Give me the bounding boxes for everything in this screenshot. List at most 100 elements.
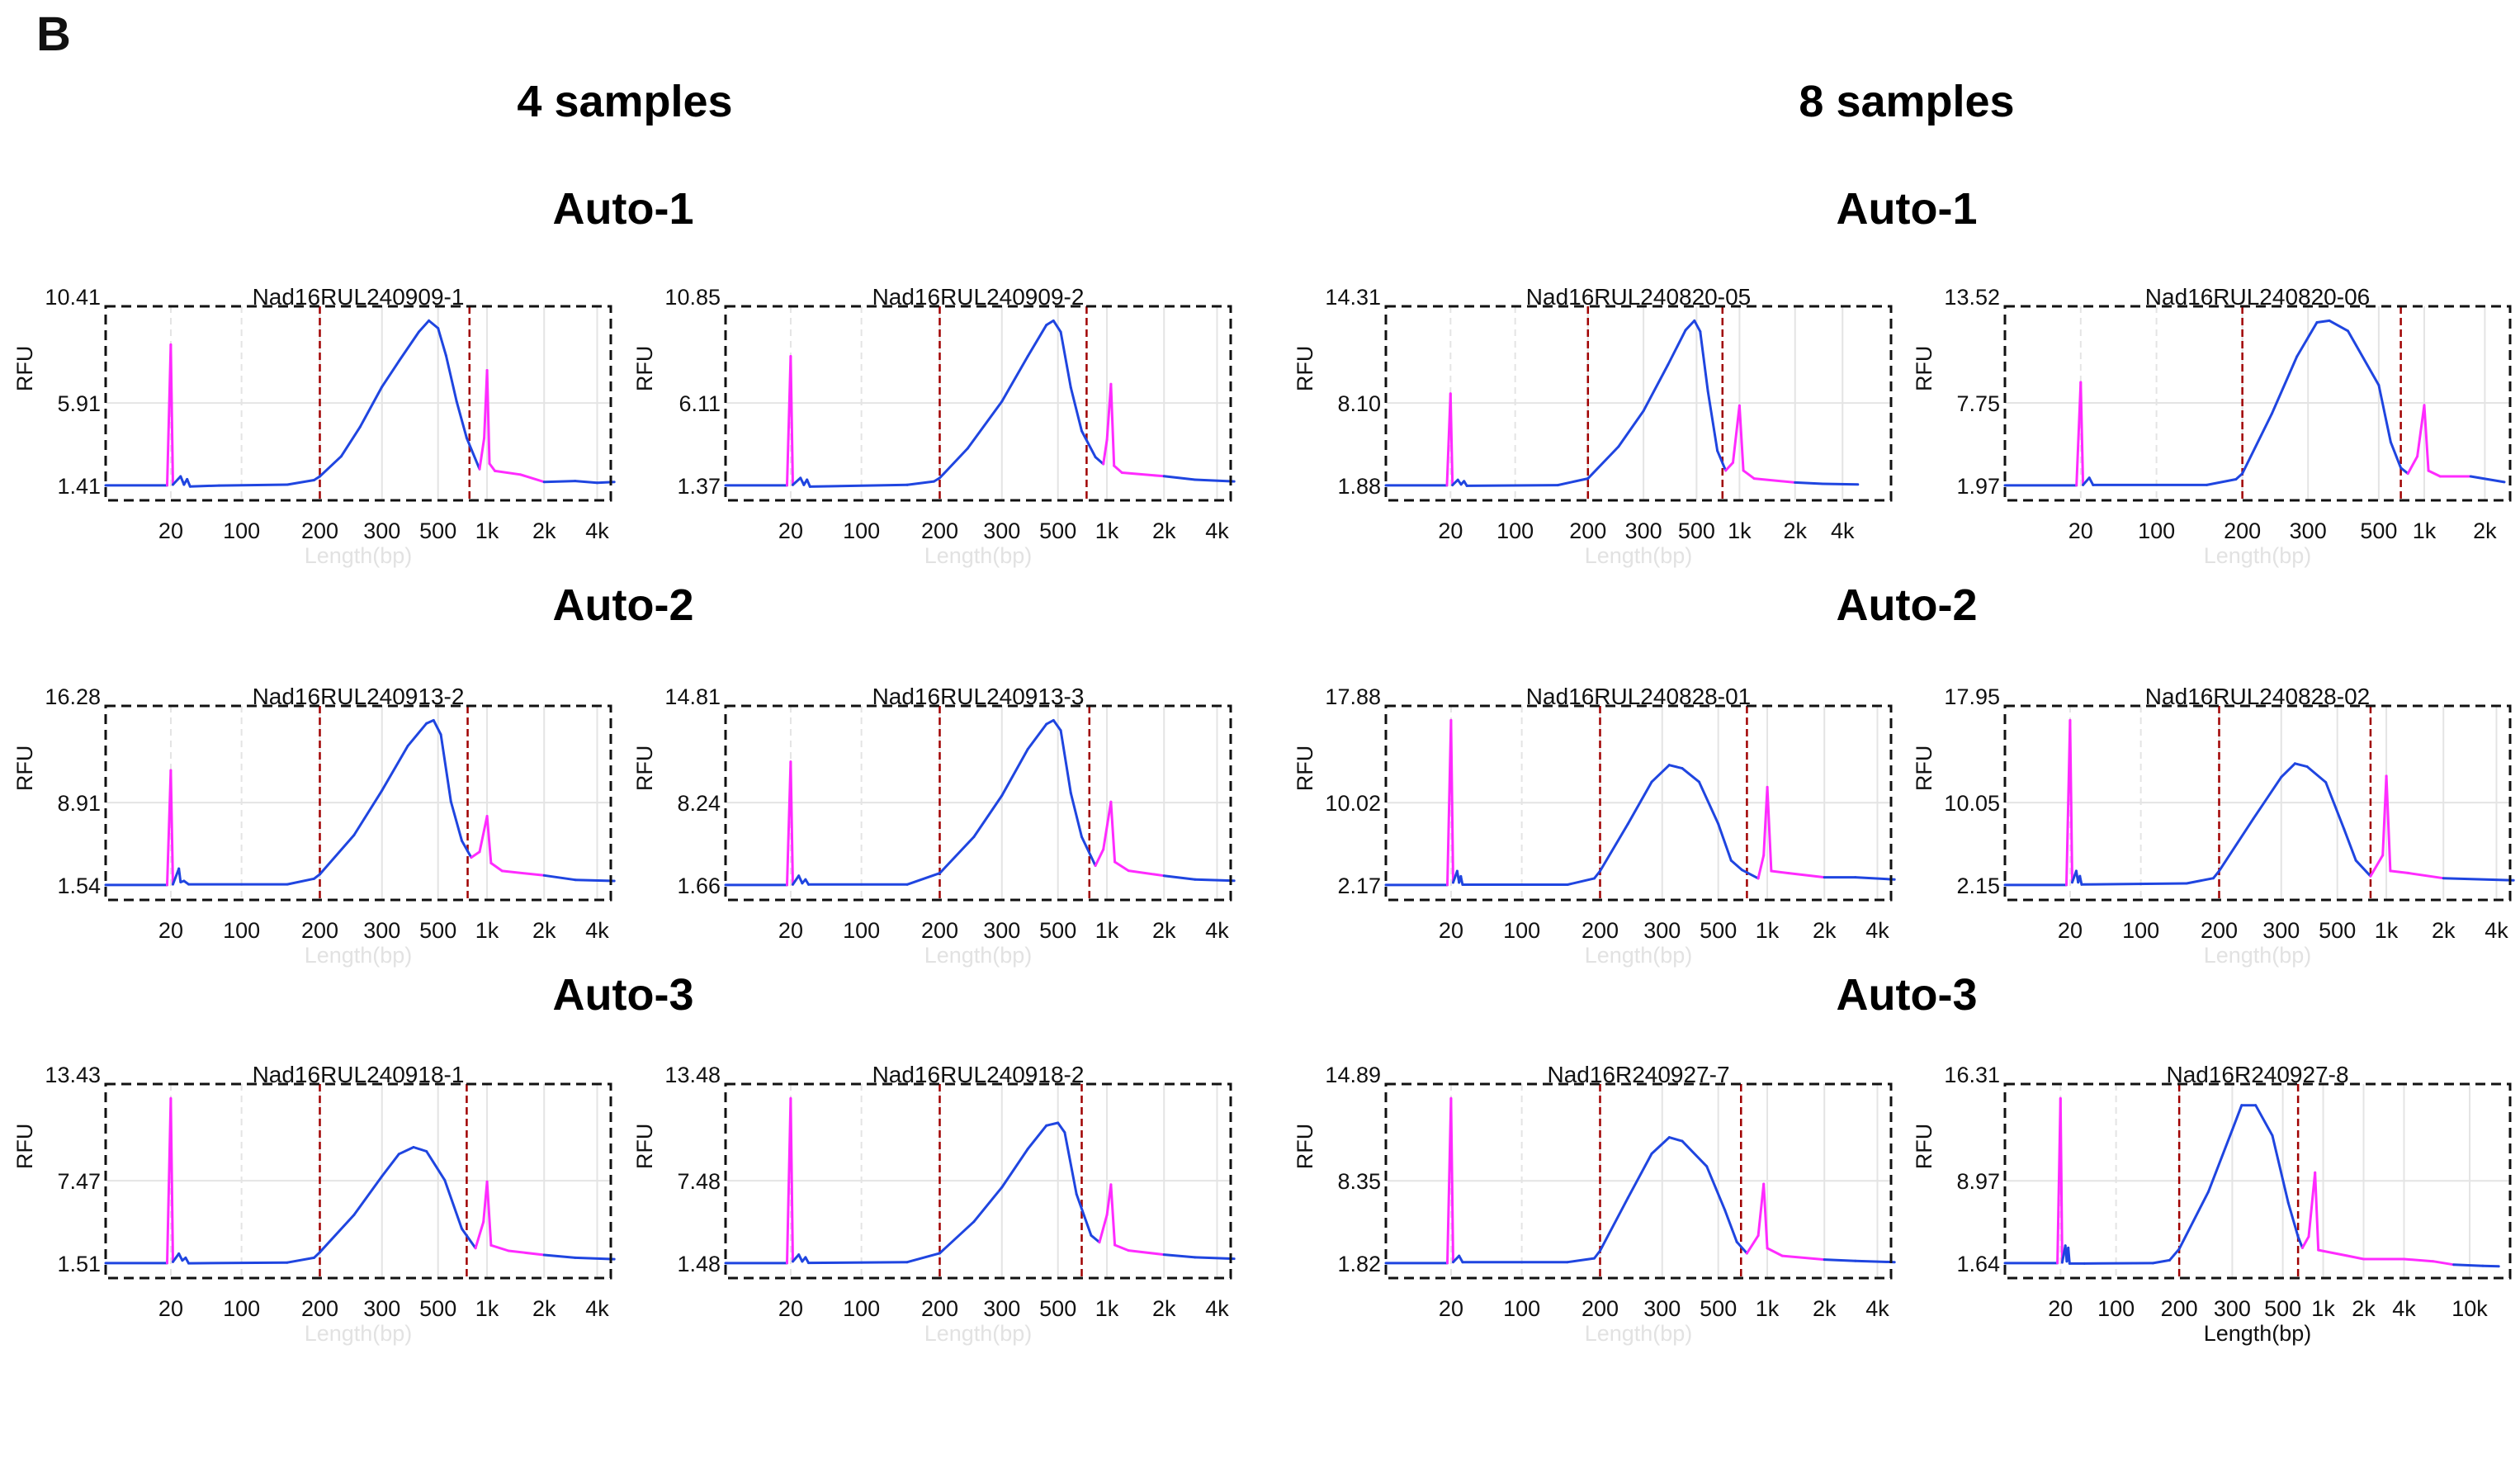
trace-segment: [186, 477, 191, 488]
y-axis-label: RFU: [1293, 1124, 1317, 1170]
trace-segment: [177, 867, 182, 883]
y-axis-label: RFU: [1912, 1124, 1936, 1170]
trace-segment: [2343, 827, 2357, 862]
trace-segment: [1113, 464, 1123, 474]
electropherogram-panel: 20 100 200 300 500 1k 2k 4k Nad16RUL240828-02 17.…: [1902, 669, 2520, 982]
trace-segment: [905, 872, 941, 886]
trace-segment: [792, 874, 801, 886]
trace-segment: [1716, 449, 1728, 472]
x-tick-label: 500: [2360, 518, 2397, 543]
trace-segment: [2168, 1248, 2181, 1262]
x-tick-label: 2k: [532, 918, 556, 943]
trace-segment: [2481, 1264, 2500, 1268]
x-tick-label: 300: [2262, 918, 2300, 943]
sample-title: Nad16RUL240828-01: [1526, 684, 1751, 709]
trace-segment: [1780, 1254, 1826, 1262]
y-mid-label: 6.11: [678, 391, 721, 416]
trace-segment: [2212, 869, 2220, 880]
trace-segment: [437, 327, 447, 357]
trace-segment: [1102, 800, 1113, 851]
trace-segment: [1794, 481, 1824, 485]
trace-segment: [1063, 1131, 1078, 1195]
trace-segment: [1756, 1182, 1766, 1238]
electropherogram-panel: 20 100 200 300 500 1k 2k 4k Nad16RUL240820-05 14.…: [1283, 269, 1910, 583]
x-tick-label: 4k: [1205, 918, 1229, 943]
trace-segment: [489, 861, 504, 873]
trace-segment: [478, 437, 486, 471]
x-tick-label: 200: [921, 1296, 958, 1321]
trace-segment: [542, 480, 577, 484]
trace-segment: [358, 385, 384, 428]
x-tick-label: 1k: [1728, 518, 1752, 543]
x-axis-label: Length(bp): [2204, 1321, 2312, 1346]
y-max-label: 13.43: [45, 1063, 101, 1087]
trace-segment: [1109, 1183, 1117, 1247]
y-mid-label: 8.35: [1337, 1169, 1381, 1194]
trace-segment: [1823, 1258, 1857, 1262]
x-tick-label: 500: [2319, 918, 2356, 943]
trace-segment: [2286, 1201, 2300, 1238]
trace-segment: [1127, 1249, 1165, 1257]
x-tick-label: 100: [2138, 518, 2175, 543]
x-tick-label: 2k: [2352, 1296, 2376, 1321]
trace-segment: [1052, 718, 1062, 732]
x-tick-label: 300: [2214, 1296, 2251, 1321]
electropherogram-panel: 20 100 200 300 500 1k 2k 4k Nad16RUL240918-2 13.4…: [622, 1047, 1250, 1361]
trace-segment: [792, 476, 802, 486]
x-axis-label: Length(bp): [924, 943, 1033, 968]
trace-segment: [1681, 767, 1700, 784]
trace-segment: [2452, 1263, 2485, 1267]
trace-segment: [1452, 1254, 1461, 1264]
y-min-label: 1.88: [1337, 474, 1381, 499]
trace-segment: [465, 437, 481, 471]
trace-segment: [789, 355, 794, 486]
plot-frame: [1384, 305, 1893, 502]
trace-segment: [286, 1256, 315, 1264]
y-mid-label: 5.91: [57, 391, 101, 416]
x-tick-label: 300: [363, 1296, 400, 1321]
trace-segment: [2300, 1235, 2310, 1249]
x-tick-label: 1k: [2375, 918, 2399, 943]
trace-segment: [319, 455, 343, 478]
trace-segment: [187, 1261, 289, 1265]
trace-segment: [1706, 390, 1719, 452]
electropherogram-panel: 20 100 200 300 500 1k 2k 4k Nad16RUL240918-1 13.4…: [2, 1047, 630, 1361]
trace-segment: [792, 1253, 801, 1263]
x-tick-label: 20: [1438, 518, 1463, 543]
trace-segment: [172, 475, 182, 486]
y-min-label: 1.97: [1956, 474, 2000, 499]
trace-segment: [2218, 817, 2255, 873]
sample-title: Nad16R240927-7: [1547, 1062, 1729, 1087]
electropherogram-panel: 20 100 200 300 500 1k 2k Nad16RUL240820-06 13.52…: [1902, 269, 2520, 583]
trace-segment: [470, 850, 481, 859]
x-tick-label: 4k: [2485, 918, 2508, 943]
x-tick-label: 2k: [1783, 518, 1807, 543]
plot-frame: [2003, 704, 2512, 902]
trace-segment: [2345, 1254, 2365, 1261]
trace-segment: [1026, 1124, 1048, 1151]
trace-segment: [2406, 871, 2445, 880]
trace-segment: [319, 834, 356, 876]
trace-segment: [2423, 404, 2430, 472]
y-axis-label: RFU: [1293, 346, 1317, 392]
trace-segment: [2354, 859, 2372, 878]
trace-segment: [381, 744, 409, 792]
electropherogram-chart: 20 100 200 300 500 1k 2k 4k Nad16RUL240909-2 10.8…: [632, 284, 1236, 568]
trace-segment: [1681, 1139, 1709, 1168]
plot-frame: [104, 305, 612, 502]
trace-segment: [2389, 869, 2409, 874]
trace-segment: [1650, 1136, 1671, 1155]
trace-segment: [1854, 1259, 1896, 1264]
trace-segment: [489, 1243, 510, 1252]
x-axis-label: Length(bp): [924, 543, 1033, 568]
trace-segment: [397, 330, 420, 362]
electropherogram-chart: 20 100 200 300 500 1k 2k 4k Nad16RUL240913-2 16.2…: [12, 684, 616, 968]
trace-segment: [1745, 1234, 1760, 1255]
trace-segment: [2442, 877, 2515, 882]
trace-segment: [1593, 869, 1601, 880]
trace-segment: [574, 878, 616, 883]
trace-segment: [2241, 412, 2273, 476]
electropherogram-chart: 20 100 200 300 500 1k 2k 4k 10k Nad16R240927-8 16.…: [1912, 1062, 2512, 1346]
trace-segment: [172, 1252, 181, 1263]
trace-segment: [1742, 469, 1756, 481]
